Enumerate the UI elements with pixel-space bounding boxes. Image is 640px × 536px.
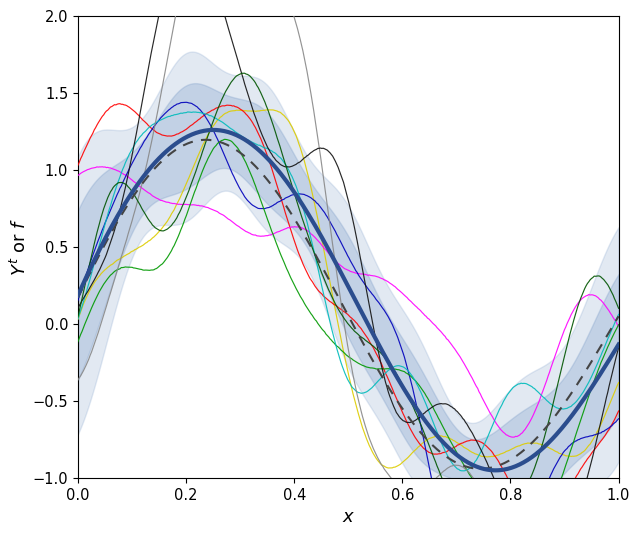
Y-axis label: $Y^t$ or $f$: $Y^t$ or $f$	[10, 218, 30, 276]
X-axis label: x: x	[343, 508, 353, 526]
